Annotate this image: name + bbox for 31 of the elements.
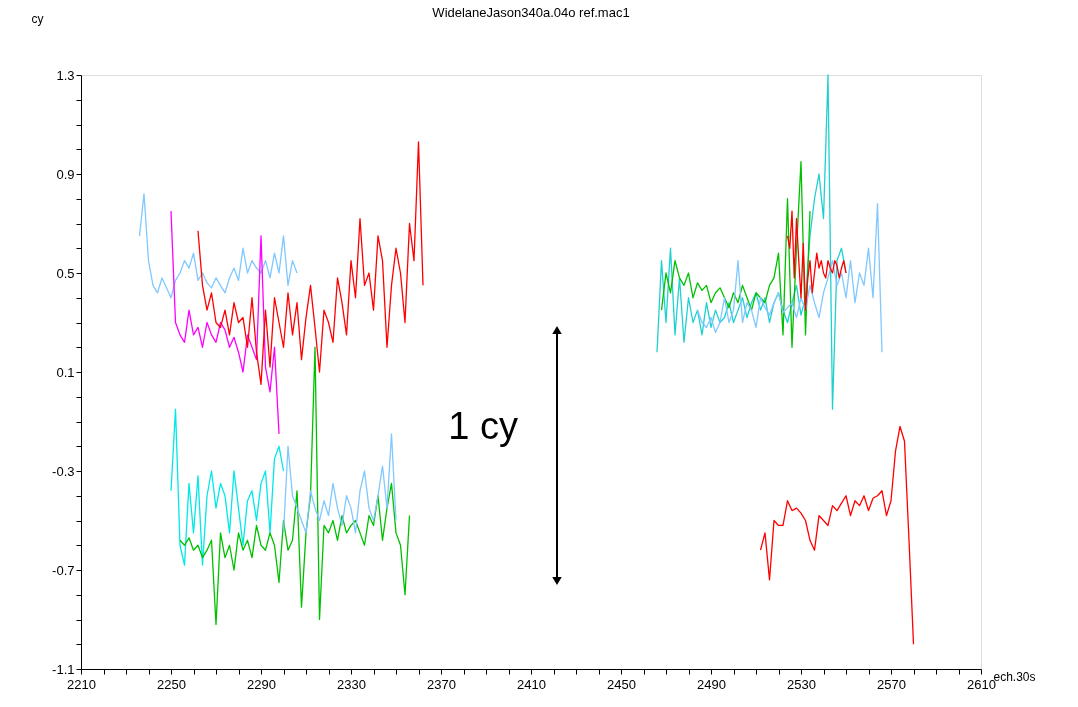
y-tick-label: -0.3 [52, 463, 75, 479]
line-series [197, 141, 424, 386]
x-tick-label: 2410 [517, 676, 546, 692]
x-tick-label: 2290 [247, 676, 276, 692]
line-series [170, 408, 285, 566]
x-tick-label: 2490 [697, 676, 726, 692]
x-tick-label: 2250 [157, 676, 186, 692]
x-tick-label: 2570 [877, 676, 906, 692]
x-tick-label: 2530 [787, 676, 816, 692]
y-axis-title: cy [31, 11, 44, 26]
line-series [660, 160, 811, 348]
line-series [696, 203, 883, 353]
y-tick-label: 0.9 [56, 166, 75, 182]
x-tick-label: 2330 [337, 676, 366, 692]
x-tick-label: 2210 [67, 676, 96, 692]
line-series [179, 346, 411, 626]
x-tick-label: 2370 [427, 676, 456, 692]
x-tick-label: 2450 [607, 676, 636, 692]
line-series [759, 425, 915, 645]
y-tick-label: 1.3 [56, 67, 75, 83]
chart-title: WidelaneJason340a.04o ref.mac1 [432, 5, 630, 20]
annotation: 1 cy [448, 405, 518, 447]
line-series [656, 74, 847, 410]
y-tick-label: 0.5 [56, 265, 75, 281]
y-tick-label: 0.1 [56, 364, 75, 380]
y-tick-label: -0.7 [52, 562, 75, 578]
line-series [786, 210, 847, 311]
y-tick-label: -1.1 [52, 661, 75, 677]
line-series [282, 433, 397, 534]
line-series [138, 193, 298, 299]
line-series [170, 210, 280, 435]
